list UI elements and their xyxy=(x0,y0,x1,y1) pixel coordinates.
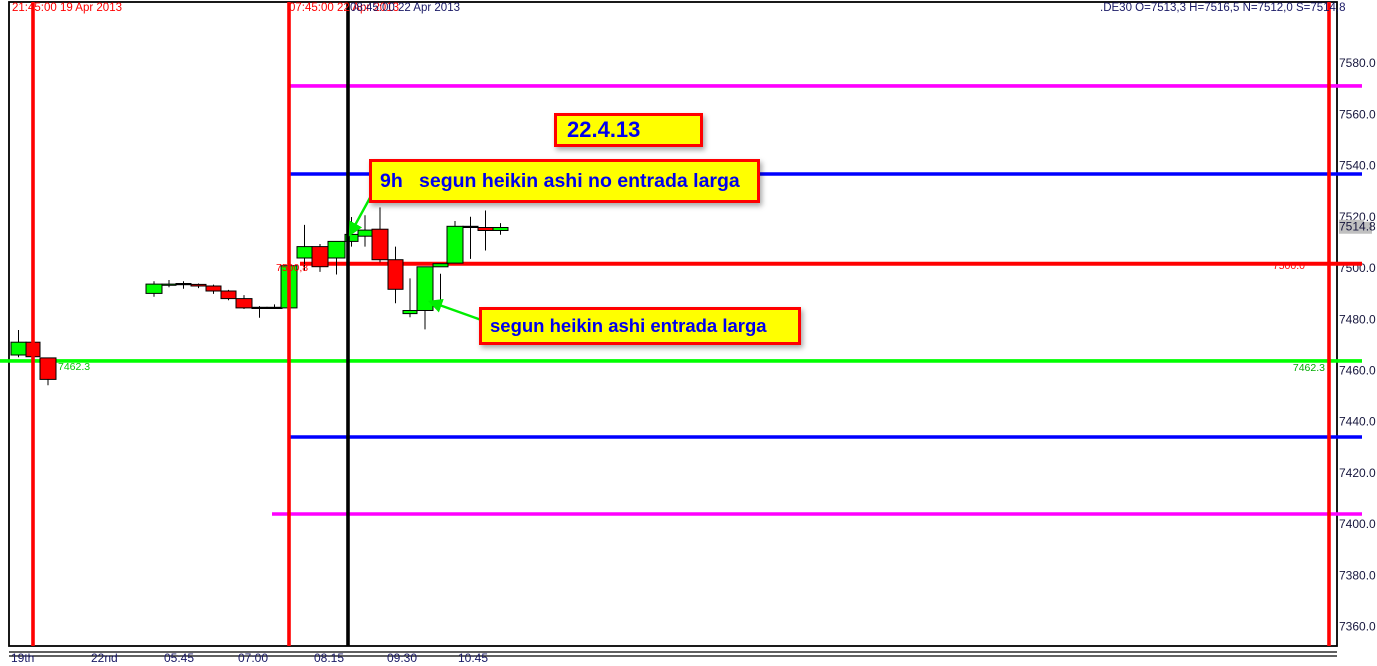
svg-text:7560.0: 7560.0 xyxy=(1339,107,1376,121)
svg-text:22nd: 22nd xyxy=(91,651,118,665)
svg-text:7540.0: 7540.0 xyxy=(1339,159,1376,173)
svg-text:05:45: 05:45 xyxy=(164,651,194,665)
svg-text:7360.0: 7360.0 xyxy=(1339,620,1376,634)
svg-text:7420.0: 7420.0 xyxy=(1339,466,1376,480)
svg-text:19th: 19th xyxy=(11,651,34,665)
svg-text:7514.8: 7514.8 xyxy=(1339,220,1376,234)
svg-text:07:00: 07:00 xyxy=(238,651,268,665)
svg-text:7500,8: 7500,8 xyxy=(276,262,308,274)
svg-text:.DE30 O=7513,3 H=7516,5 N=7512: .DE30 O=7513,3 H=7516,5 N=7512,0 S=7514,… xyxy=(1100,2,1346,14)
svg-text:08:15: 08:15 xyxy=(314,651,344,665)
svg-text:7480.0: 7480.0 xyxy=(1339,312,1376,326)
svg-text:10:45: 10:45 xyxy=(458,651,488,665)
svg-text:09:30: 09:30 xyxy=(387,651,417,665)
svg-text:7380.0: 7380.0 xyxy=(1339,568,1376,582)
svg-text:7460.0: 7460.0 xyxy=(1339,364,1376,378)
svg-text:7462.3: 7462.3 xyxy=(1293,362,1325,374)
svg-text:7500.0: 7500.0 xyxy=(1273,260,1305,272)
svg-text:7400.0: 7400.0 xyxy=(1339,517,1376,531)
svg-text:7440.0: 7440.0 xyxy=(1339,415,1376,429)
svg-text:08:45:00 22 Apr 2013: 08:45:00 22 Apr 2013 xyxy=(350,2,460,14)
svg-text:7580.0: 7580.0 xyxy=(1339,56,1376,70)
svg-text:21:45:00 19 Apr 2013: 21:45:00 19 Apr 2013 xyxy=(12,2,122,14)
svg-text:7462.3: 7462.3 xyxy=(58,361,90,373)
